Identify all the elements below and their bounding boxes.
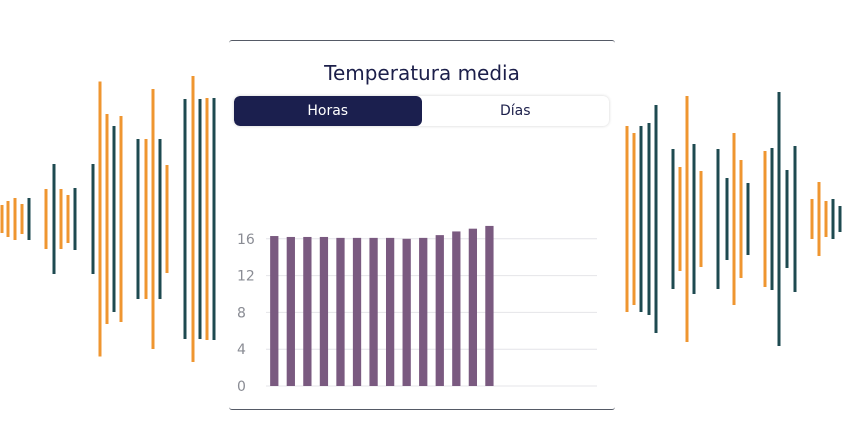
bar (319, 236, 329, 386)
bar (286, 236, 295, 386)
bar (402, 238, 411, 386)
bar (385, 237, 395, 386)
bar (419, 237, 428, 386)
temperature-card: Temperatura media Horas Días 04812160002… (229, 40, 615, 410)
bar (369, 237, 378, 386)
temperature-bar-chart: 04812160002040608101214161820 (237, 225, 597, 395)
tab-days[interactable]: Días (499, 103, 531, 119)
y-tick-label: 16 (237, 232, 255, 248)
bar (485, 225, 494, 386)
y-tick-label: 4 (237, 342, 246, 358)
bar (468, 228, 478, 386)
y-tick-label: 0 (237, 379, 246, 395)
card-title: Temperatura media (324, 61, 520, 85)
y-tick-label: 8 (237, 305, 246, 321)
bar (336, 237, 345, 386)
tab-hours[interactable]: Horas (234, 96, 422, 126)
y-tick-label: 12 (237, 269, 255, 285)
bar (270, 236, 279, 386)
bar (452, 231, 461, 386)
period-tabs: Horas Días (234, 96, 609, 126)
bar (303, 236, 312, 386)
bar (435, 235, 444, 386)
bar (352, 237, 362, 386)
